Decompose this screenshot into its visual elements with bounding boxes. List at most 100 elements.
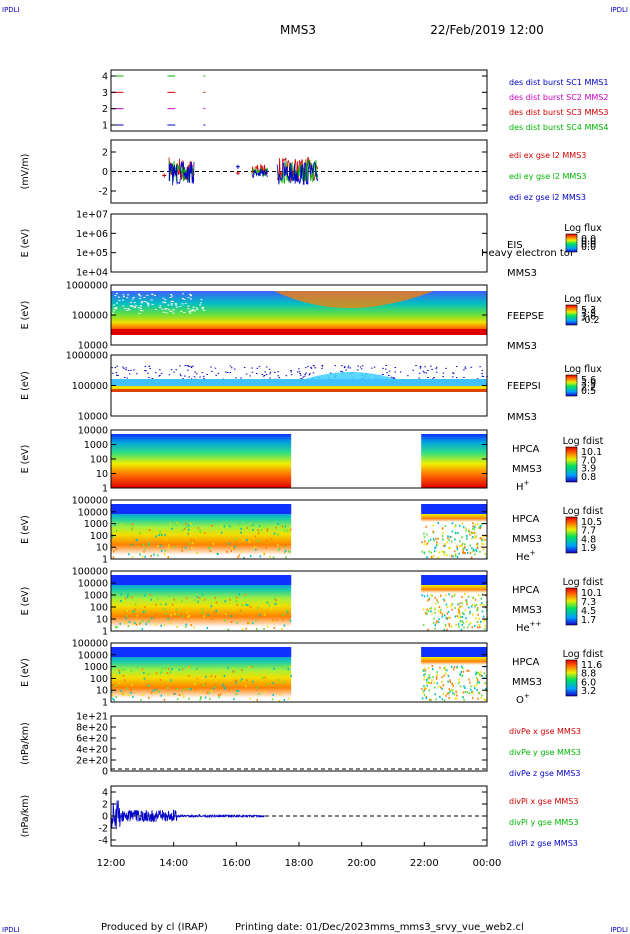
spectrogram-speck: [455, 555, 457, 558]
spectrogram-speck: [463, 552, 466, 555]
spectrogram-speck: [141, 668, 144, 671]
spectrogram-speck: [183, 298, 186, 300]
spectrogram-speck: [435, 698, 437, 701]
spectrogram-speck: [475, 671, 478, 674]
spectrogram-speck: [457, 623, 460, 626]
spectrogram-speck: [277, 533, 280, 536]
spectrogram-speck: [189, 294, 192, 296]
spectrogram-speck: [235, 681, 238, 684]
y-tick-label: 100000: [72, 381, 108, 392]
spectrogram-speck: [283, 699, 286, 702]
spectrogram-speck: [144, 555, 146, 558]
spectrogram-speck: [290, 374, 293, 376]
spectrogram-speck: [299, 373, 301, 375]
spectrogram-speck: [142, 619, 144, 622]
y-tick-label: 1e+06: [76, 229, 108, 240]
spectrogram-speck: [131, 683, 133, 686]
spectrogram-speck: [231, 547, 233, 550]
colorbar-tick-label: 10.1: [581, 447, 602, 458]
spectrogram-speck: [155, 688, 157, 691]
spectrogram-speck: [445, 694, 447, 697]
spectrogram-speck: [422, 691, 424, 694]
y-tick-label: 100000: [72, 567, 108, 578]
colorbar-title: Log flux: [564, 294, 602, 305]
spectrogram-speck: [134, 603, 137, 606]
spectrogram-speck: [434, 624, 436, 627]
spectrogram-speck: [472, 536, 474, 539]
spectrogram-speck: [201, 593, 204, 596]
spectrogram-speck: [466, 548, 468, 551]
spectrogram-speck: [188, 365, 190, 367]
spectrogram-speck: [473, 531, 475, 534]
spectrogram-speck: [228, 688, 230, 691]
spectrogram-speck: [357, 369, 359, 371]
spectrogram-speck: [445, 616, 447, 619]
spectrogram-speck: [142, 686, 145, 689]
legend-entry: divPi z gse MMS3: [509, 839, 578, 848]
colorbar-tick-label: 0.5: [581, 386, 596, 397]
spectrogram-speck: [434, 546, 436, 549]
spectrogram-speck: [423, 551, 426, 554]
spectrogram-speck: [386, 372, 388, 374]
spectrogram-speck: [170, 303, 173, 305]
spectrogram-speck: [132, 696, 134, 699]
spectrogram-speck: [154, 308, 157, 310]
spectrogram-speck: [201, 612, 204, 615]
spectrogram-speck: [441, 611, 443, 614]
spectrogram-speck: [484, 628, 486, 631]
spectrogram-speck: [223, 686, 226, 689]
spectrogram-speck: [255, 619, 257, 622]
spectrogram-speck: [464, 609, 467, 612]
spectrogram-speck: [207, 614, 209, 617]
spectrogram-speck: [187, 365, 189, 367]
spectrogram-speck: [441, 687, 443, 690]
spectrogram-speck: [443, 614, 446, 617]
spectrogram-speck: [212, 687, 215, 690]
spectrogram-speck: [334, 365, 336, 367]
spectrogram-speck: [423, 674, 425, 677]
spectrogram-speck: [422, 669, 424, 672]
spectrogram-speck: [143, 677, 146, 680]
spectrogram-speck: [436, 543, 439, 546]
spectrogram-speck: [112, 697, 114, 700]
spectrogram-speck: [447, 675, 450, 678]
spectrogram-speck: [278, 377, 281, 379]
spectrogram-speck: [149, 593, 151, 596]
spectrogram-speck: [484, 698, 487, 701]
spectrogram-speck: [437, 522, 440, 525]
spectrogram-speck: [230, 549, 232, 552]
spectrogram-speck: [481, 542, 483, 545]
spectrogram-speck: [154, 294, 157, 296]
spectrogram-speck: [129, 305, 132, 307]
spectrogram-speck: [481, 674, 484, 677]
y-tick-label: 100: [90, 674, 108, 685]
spectrogram-speck: [199, 302, 202, 304]
spectrogram-speck: [255, 548, 257, 551]
spectrogram-speck: [437, 685, 440, 688]
spectrogram-speck: [469, 688, 472, 691]
spectrogram-speck: [283, 529, 286, 532]
spectrogram-speck: [437, 621, 440, 624]
spectrogram-speck: [476, 681, 478, 684]
spectrogram-speck: [478, 617, 480, 620]
spectrogram-speck: [149, 598, 151, 601]
spectrogram-speck: [130, 369, 132, 371]
spectrogram-speck: [196, 308, 199, 310]
spectrogram-speck: [466, 534, 468, 537]
spectrogram-speck: [141, 310, 144, 312]
spectrogram-speck: [115, 307, 118, 309]
spectrogram-speck: [298, 368, 300, 370]
spectrogram-speck: [451, 682, 453, 685]
instrument-label: HPCA: [512, 585, 540, 596]
spectrogram-speck: [214, 367, 217, 369]
spectrogram-speck: [233, 698, 235, 701]
spectrogram-speck: [349, 367, 352, 369]
spectrogram-speck: [429, 538, 432, 541]
spectrogram-speck: [272, 619, 274, 622]
spectrogram-speck: [185, 617, 187, 620]
spectrogram-speck: [165, 678, 168, 681]
spectrogram-speck: [361, 365, 364, 367]
spectrogram-speck: [257, 529, 259, 532]
spectrogram-speck: [188, 687, 191, 690]
spectrogram-speck: [160, 549, 163, 552]
